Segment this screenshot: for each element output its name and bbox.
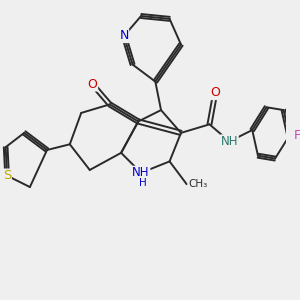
Text: N: N bbox=[119, 29, 129, 43]
Text: O: O bbox=[210, 86, 220, 100]
Text: O: O bbox=[88, 78, 98, 91]
Text: CH₃: CH₃ bbox=[188, 179, 207, 189]
Text: S: S bbox=[3, 169, 11, 182]
Text: NH: NH bbox=[221, 135, 238, 148]
Text: NH: NH bbox=[132, 166, 150, 179]
Text: F: F bbox=[294, 129, 300, 142]
Text: H: H bbox=[139, 178, 146, 188]
